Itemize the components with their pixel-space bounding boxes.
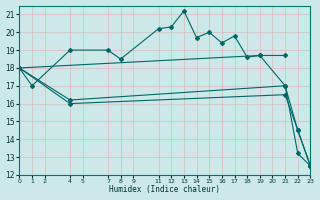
X-axis label: Humidex (Indice chaleur): Humidex (Indice chaleur) <box>109 185 220 194</box>
